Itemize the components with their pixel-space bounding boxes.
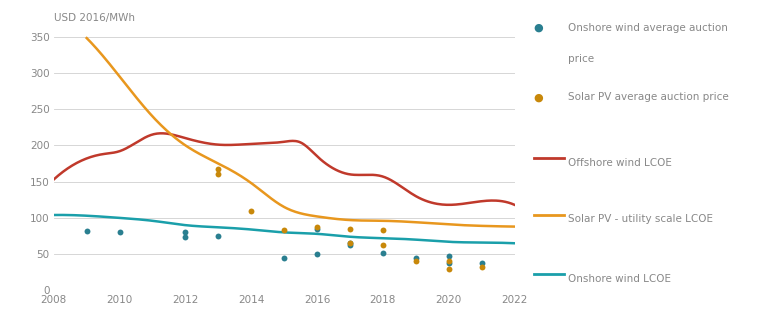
Point xyxy=(212,172,224,177)
Point xyxy=(311,225,323,230)
Point xyxy=(81,228,93,234)
Text: ●: ● xyxy=(534,23,544,33)
Point xyxy=(179,234,191,239)
Text: ●: ● xyxy=(534,92,544,102)
Text: price: price xyxy=(568,54,594,64)
Text: USD 2016/MWh: USD 2016/MWh xyxy=(54,13,134,23)
Point xyxy=(442,259,455,264)
Point xyxy=(114,230,126,235)
Point xyxy=(278,255,290,260)
Point xyxy=(409,255,422,260)
Point xyxy=(212,166,224,171)
Text: Solar PV - utility scale LCOE: Solar PV - utility scale LCOE xyxy=(568,214,713,224)
Point xyxy=(344,241,356,246)
Point xyxy=(344,243,356,248)
Text: Solar PV average auction price: Solar PV average auction price xyxy=(568,92,729,102)
Point xyxy=(245,208,257,213)
Text: Onshore wind LCOE: Onshore wind LCOE xyxy=(568,274,671,284)
Point xyxy=(377,242,389,248)
Point xyxy=(377,228,389,233)
Point xyxy=(377,250,389,255)
Point xyxy=(179,230,191,235)
Point xyxy=(344,226,356,231)
Point xyxy=(212,233,224,239)
Text: Onshore wind average auction: Onshore wind average auction xyxy=(568,23,728,33)
Point xyxy=(311,251,323,257)
Point xyxy=(442,267,455,272)
Point xyxy=(475,265,488,270)
Point xyxy=(442,260,455,266)
Point xyxy=(344,241,356,246)
Point xyxy=(278,228,290,233)
Point xyxy=(409,259,422,264)
Point xyxy=(475,260,488,266)
Text: Offshore wind LCOE: Offshore wind LCOE xyxy=(568,158,672,168)
Point xyxy=(442,254,455,259)
Point xyxy=(311,226,323,231)
